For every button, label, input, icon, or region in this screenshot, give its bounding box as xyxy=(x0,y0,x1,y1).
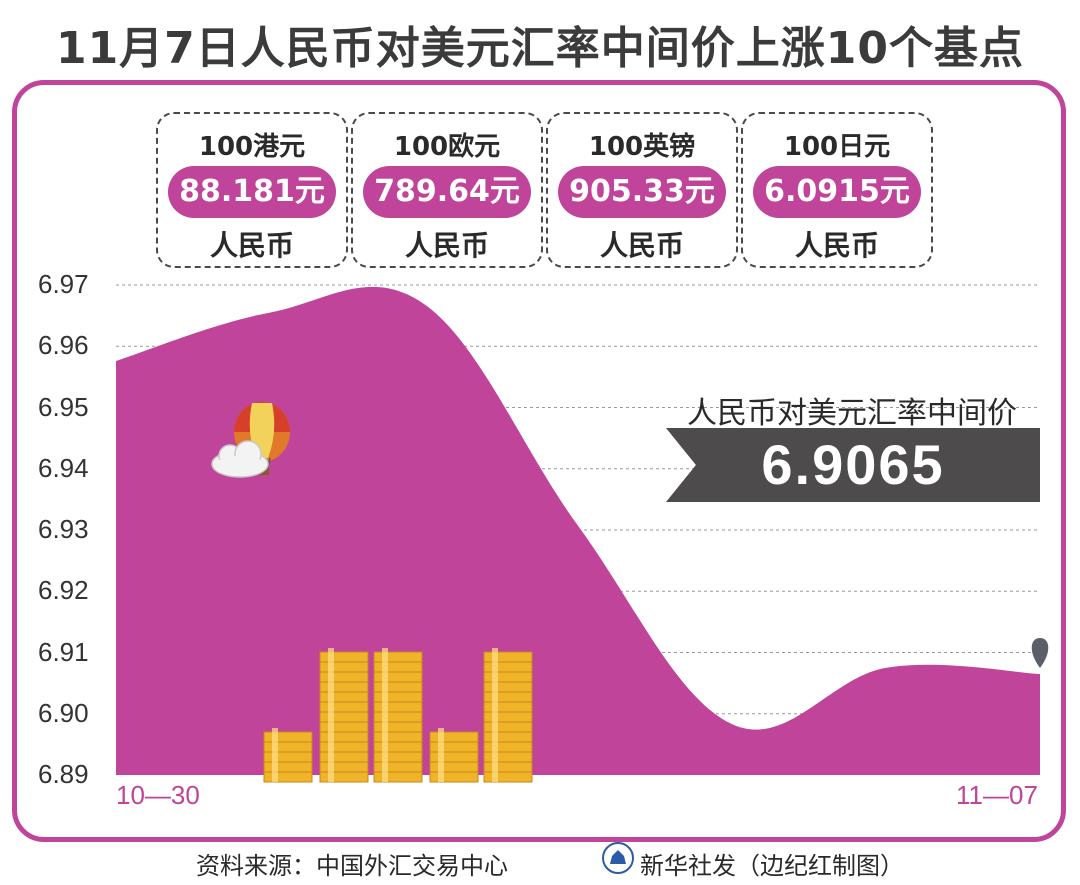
publisher-text: 新华社发（边纪红制图） xyxy=(640,852,904,880)
coin-stacks-illustration xyxy=(263,648,533,783)
y-tick-label: 6.90 xyxy=(38,697,89,728)
y-tick-label: 6.95 xyxy=(38,391,89,422)
coin-stack xyxy=(373,648,423,783)
y-tick-label: 6.89 xyxy=(38,759,89,789)
coin-stack xyxy=(429,728,479,783)
area-series xyxy=(116,286,1040,775)
highlight-value: 6.9065 xyxy=(666,428,1040,502)
y-tick-label: 6.94 xyxy=(38,452,89,483)
rate-card-currency: 人民币 xyxy=(404,229,489,262)
rate-card-value: 789.64元 xyxy=(363,166,531,218)
rate-card-unit: 100日元 xyxy=(783,132,891,162)
source-text: 资料来源：中国外汇交易中心 xyxy=(196,852,508,880)
rate-card-gbp: 100英镑 905.33元 人民币 xyxy=(546,112,738,268)
y-tick-label: 6.92 xyxy=(38,575,89,606)
xinhua-logo-icon xyxy=(602,842,634,874)
x-tick-label: 10—30 xyxy=(116,780,200,810)
y-tick-label: 6.97 xyxy=(38,269,89,299)
y-tick-label: 6.91 xyxy=(38,636,89,667)
map-pin-icon xyxy=(1031,638,1049,668)
y-tick-label: 6.93 xyxy=(38,514,89,544)
rate-card-unit: 100英镑 xyxy=(588,132,696,162)
rate-card-currency: 人民币 xyxy=(209,229,294,262)
cloud-icon xyxy=(211,440,269,478)
rate-card-value: 6.0915元 xyxy=(753,166,921,218)
chart-title: 11月7日人民币对美元汇率中间价上涨10个基点 xyxy=(55,23,1025,74)
y-tick-label: 6.96 xyxy=(38,330,89,361)
rate-card-value: 905.33元 xyxy=(558,166,726,218)
rate-card-unit: 100港元 xyxy=(198,132,306,162)
rate-card-currency: 人民币 xyxy=(599,229,684,262)
coin-stack xyxy=(263,728,313,783)
highlight-label: 人民币对美元汇率中间价 xyxy=(687,396,1017,431)
rate-card-value: 88.181元 xyxy=(168,166,336,218)
rate-card-jpy: 100日元 6.0915元 人民币 xyxy=(741,112,933,268)
rate-card-unit: 100欧元 xyxy=(393,132,501,162)
coin-stack xyxy=(483,648,533,783)
rate-card-eur: 100欧元 789.64元 人民币 xyxy=(351,112,543,268)
x-tick-label: 11—07 xyxy=(956,780,1038,810)
rate-card-hkd: 100港元 88.181元 人民币 xyxy=(156,112,348,268)
coin-stack xyxy=(319,648,369,783)
rate-card-currency: 人民币 xyxy=(794,229,879,262)
